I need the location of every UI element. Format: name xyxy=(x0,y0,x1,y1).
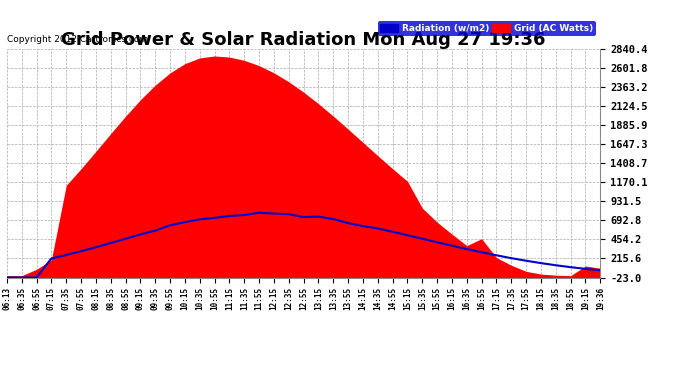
Title: Grid Power & Solar Radiation Mon Aug 27 19:36: Grid Power & Solar Radiation Mon Aug 27 … xyxy=(61,31,546,49)
Legend: Radiation (w/m2), Grid (AC Watts): Radiation (w/m2), Grid (AC Watts) xyxy=(377,21,595,36)
Text: Copyright 2012 Cartronics.com: Copyright 2012 Cartronics.com xyxy=(7,35,148,44)
